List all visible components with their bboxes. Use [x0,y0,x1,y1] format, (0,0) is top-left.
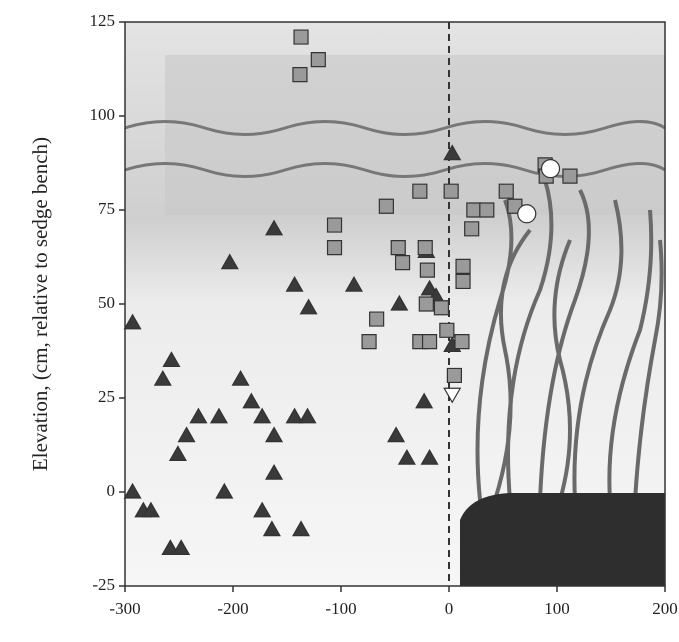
x-tick-label: -300 [109,599,140,618]
point [123,313,142,330]
point [253,501,272,518]
y-tick-label: 50 [98,293,115,312]
point [172,539,191,555]
point [220,253,239,270]
point [498,183,514,199]
x-tick-label: -100 [325,599,356,618]
x-tick-label: -200 [217,599,248,618]
point [562,168,578,184]
point [420,448,439,465]
point [265,463,284,480]
point [285,407,304,424]
point [390,294,409,311]
x-tick-label: 0 [445,599,454,618]
point [439,322,455,338]
y-tick-label: 100 [90,105,116,124]
point [479,202,495,218]
point [419,262,435,278]
point [433,300,450,316]
point [189,407,208,424]
point [455,273,471,290]
point [378,198,394,214]
point [443,183,459,199]
point [293,29,309,45]
background [124,21,666,587]
y-tick-label: 125 [90,11,116,30]
point [285,275,304,292]
point [369,311,385,327]
point [344,275,363,292]
point [421,334,438,350]
point [387,426,406,443]
point [466,202,482,218]
point [420,279,439,296]
point [446,367,462,384]
point [412,183,428,199]
point [443,387,462,404]
y-tick-label: 25 [98,387,115,406]
point [454,334,470,350]
point [262,520,281,537]
point [123,482,142,499]
point [390,240,406,256]
point [299,298,318,315]
point [326,240,343,256]
point [443,144,462,161]
point [177,426,196,443]
point [292,67,308,83]
point [209,407,228,424]
point [540,159,561,179]
point [162,351,181,367]
point [265,426,284,443]
point [397,448,416,465]
point [231,369,250,386]
point [464,221,480,237]
point [141,501,160,518]
point [215,482,234,499]
point [168,445,187,461]
point [153,369,172,386]
point [415,392,434,409]
x-tick-label: 100 [544,599,570,618]
point [418,296,434,312]
point [361,334,377,350]
point [298,407,317,424]
y-axis-label: Elevation, (cm, relative to sedge bench) [28,137,52,471]
point [394,255,411,271]
point [161,539,180,555]
point [292,520,311,537]
y-tick-label: 75 [98,199,115,218]
y-tick-label: 0 [107,481,116,500]
point [253,407,272,424]
point [455,258,471,274]
point [417,240,433,256]
point [242,392,261,409]
point [326,217,343,233]
x-tick-label: 200 [652,599,678,618]
point [310,52,326,68]
y-tick-label: -25 [92,575,115,594]
point [517,204,537,224]
point [265,219,284,236]
